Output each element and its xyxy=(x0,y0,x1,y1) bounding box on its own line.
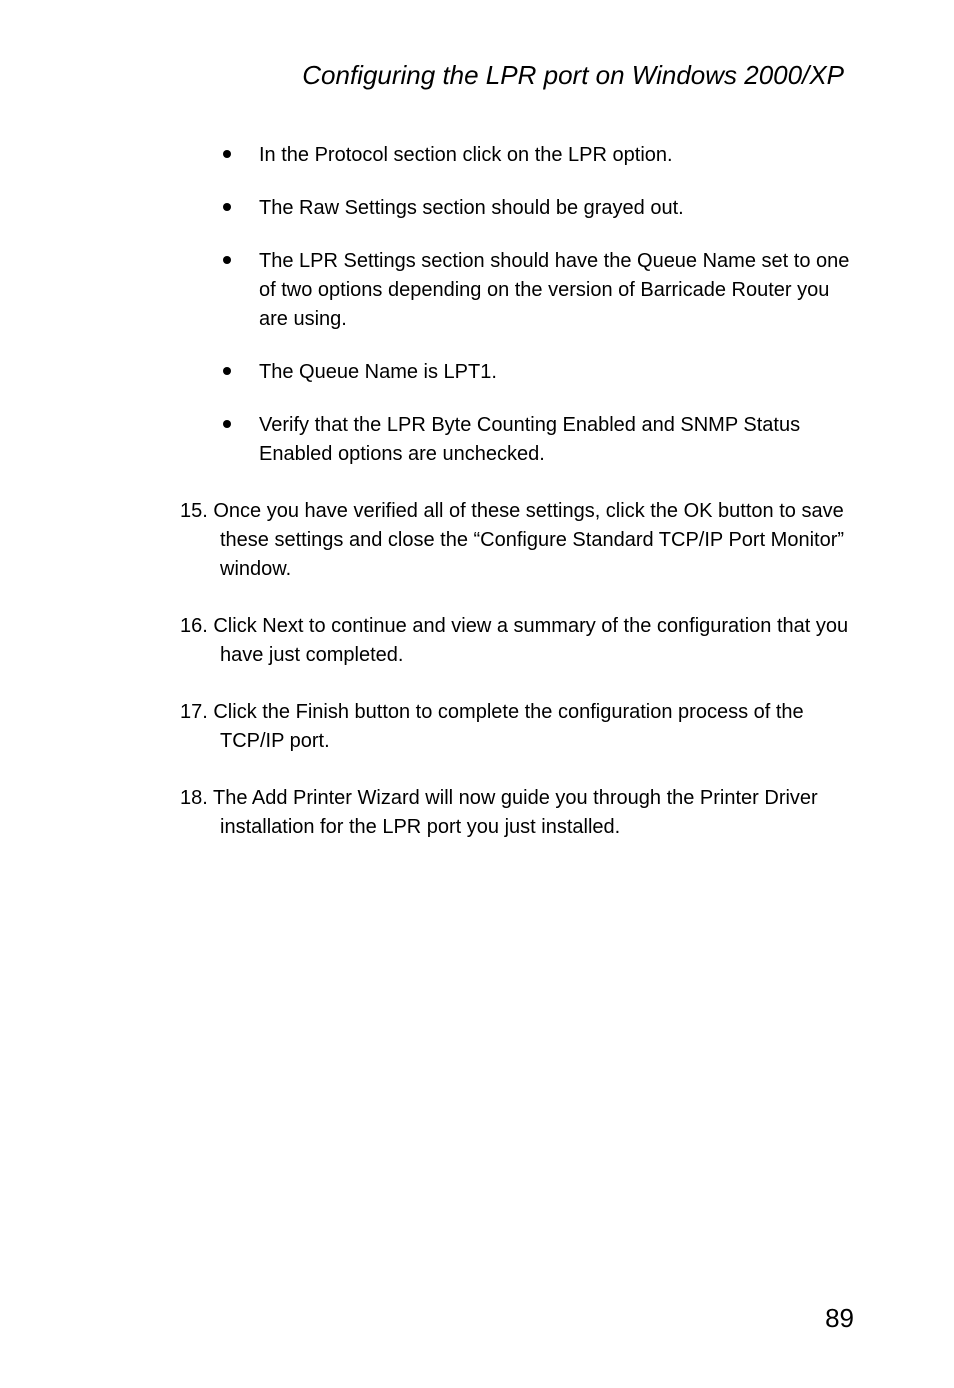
numbered-item: 18. The Add Printer Wizard will now guid… xyxy=(180,784,854,842)
bullet-list: In the Protocol section click on the LPR… xyxy=(180,141,854,469)
bullet-item: Verify that the LPR Byte Counting Enable… xyxy=(235,411,854,469)
bullet-item: The Raw Settings section should be graye… xyxy=(235,194,854,223)
page-container: Configuring the LPR port on Windows 2000… xyxy=(0,0,954,1388)
numbered-item: 15. Once you have verified all of these … xyxy=(180,497,854,584)
page-number: 89 xyxy=(825,1303,854,1334)
numbered-item: 17. Click the Finish button to complete … xyxy=(180,698,854,756)
page-title: Configuring the LPR port on Windows 2000… xyxy=(180,60,854,91)
bullet-item: The Queue Name is LPT1. xyxy=(235,358,854,387)
numbered-item: 16. Click Next to continue and view a su… xyxy=(180,612,854,670)
bullet-item: In the Protocol section click on the LPR… xyxy=(235,141,854,170)
bullet-item: The LPR Settings section should have the… xyxy=(235,247,854,334)
